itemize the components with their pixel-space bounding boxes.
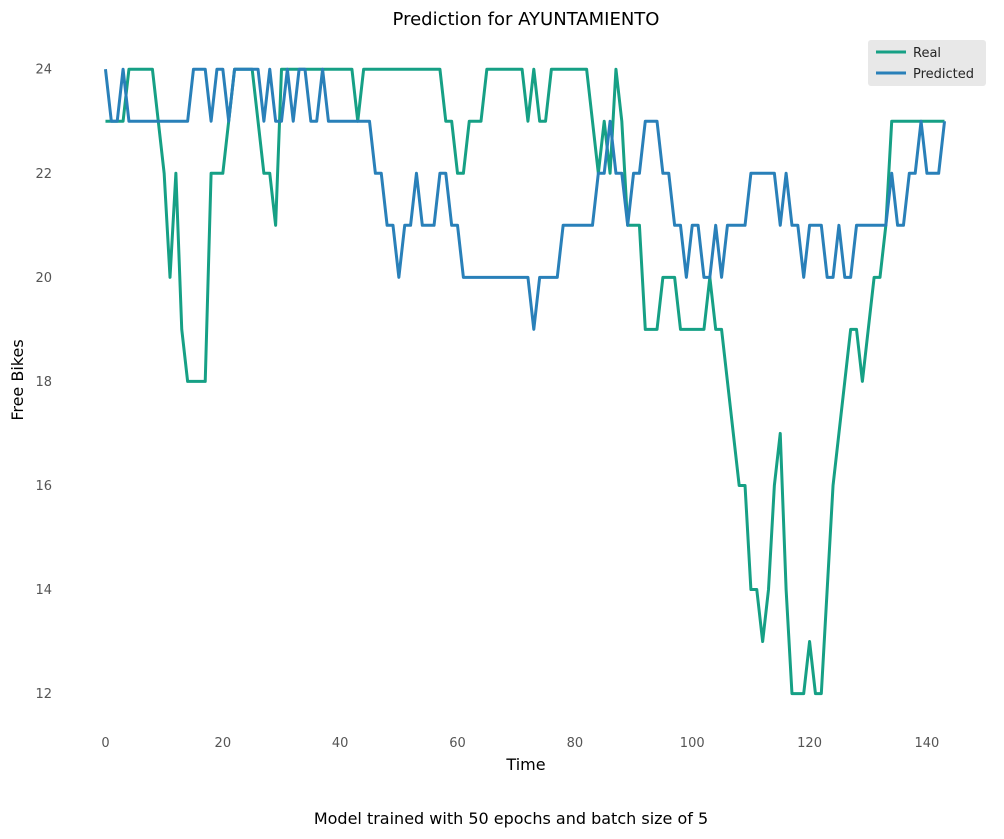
x-tick-label: 100 (680, 736, 705, 751)
legend: Real Predicted (868, 40, 986, 86)
x-tick-label: 60 (449, 736, 466, 751)
x-axis-label: Time (505, 755, 545, 774)
y-tick-label: 22 (35, 167, 52, 182)
y-tick-label: 14 (35, 583, 52, 598)
x-tick-label: 140 (915, 736, 940, 751)
y-tick-label: 20 (35, 271, 52, 286)
y-axis-label: Free Bikes (8, 339, 27, 420)
x-tick-label: 0 (101, 736, 109, 751)
chart-title: Prediction for AYUNTAMIENTO (393, 9, 660, 30)
y-axis-ticks: 12 14 16 18 20 22 24 (35, 63, 52, 702)
x-tick-label: 20 (215, 736, 232, 751)
series-layer (103, 67, 947, 696)
legend-label-predicted: Predicted (913, 67, 974, 82)
y-tick-label: 18 (35, 375, 52, 390)
chart-footer-note: Model trained with 50 epochs and batch s… (314, 809, 708, 828)
legend-label-real: Real (913, 46, 941, 61)
series-line-real (105, 67, 945, 696)
x-tick-label: 80 (567, 736, 584, 751)
y-tick-label: 24 (35, 63, 52, 78)
x-axis-ticks: 0 20 40 60 80 100 120 140 (101, 736, 939, 751)
series-line-predicted (103, 67, 947, 331)
x-tick-label: 120 (797, 736, 822, 751)
y-tick-label: 12 (35, 687, 52, 702)
x-tick-label: 40 (332, 736, 349, 751)
y-tick-label: 16 (35, 479, 52, 494)
